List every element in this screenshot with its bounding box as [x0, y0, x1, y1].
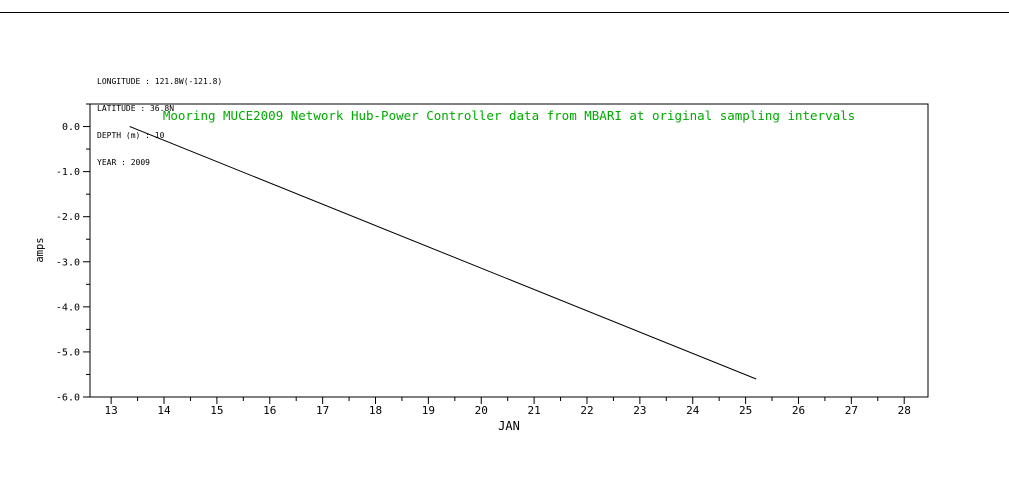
- x-tick-label: 27: [845, 404, 858, 417]
- x-tick-label: 13: [105, 404, 118, 417]
- x-tick-label: 23: [633, 404, 646, 417]
- info-line-year: YEAR : 2009: [97, 158, 150, 167]
- y-tick-label: -6.0: [56, 393, 80, 404]
- plot-frame: [89, 103, 929, 398]
- info-line-latitude: LATITUDE : 36.8N: [97, 104, 175, 113]
- x-tick-label: 17: [316, 404, 329, 417]
- y-tick-label: 0.0: [62, 122, 80, 133]
- x-tick-label: 25: [739, 404, 752, 417]
- y-tick-label: -5.0: [56, 347, 80, 358]
- x-tick-label: 15: [210, 404, 223, 417]
- chart-title: Mooring MUCE2009 Network Hub-Power Contr…: [162, 108, 856, 123]
- x-tick-label: 19: [422, 404, 435, 417]
- x-tick-label: 14: [157, 404, 171, 417]
- header-info-block: LONGITUDE : 121.8W(-121.8) LATITUDE : 36…: [97, 59, 222, 185]
- info-line-depth: DEPTH (m) : 10: [97, 131, 165, 140]
- series-line-0: [129, 126, 757, 380]
- info-line-longitude: LONGITUDE : 121.8W(-121.8): [97, 77, 223, 86]
- x-tick-label: 16: [263, 404, 276, 417]
- x-tick-label: 26: [792, 404, 805, 417]
- y-tick-label: -2.0: [56, 212, 80, 223]
- x-axis-label: JAN: [498, 419, 520, 433]
- y-tick-label: -4.0: [56, 302, 80, 313]
- y-tick-label: -3.0: [56, 257, 80, 268]
- x-tick-label: 20: [475, 404, 488, 417]
- y-tick-label: -1.0: [56, 167, 80, 178]
- x-tick-label: 21: [527, 404, 540, 417]
- y-axis-label: amps: [34, 237, 46, 263]
- x-tick-label: 22: [580, 404, 593, 417]
- page-top-rule: [0, 12, 1009, 13]
- x-tick-label: 18: [369, 404, 382, 417]
- x-tick-label: 28: [898, 404, 911, 417]
- x-tick-label: 24: [686, 404, 700, 417]
